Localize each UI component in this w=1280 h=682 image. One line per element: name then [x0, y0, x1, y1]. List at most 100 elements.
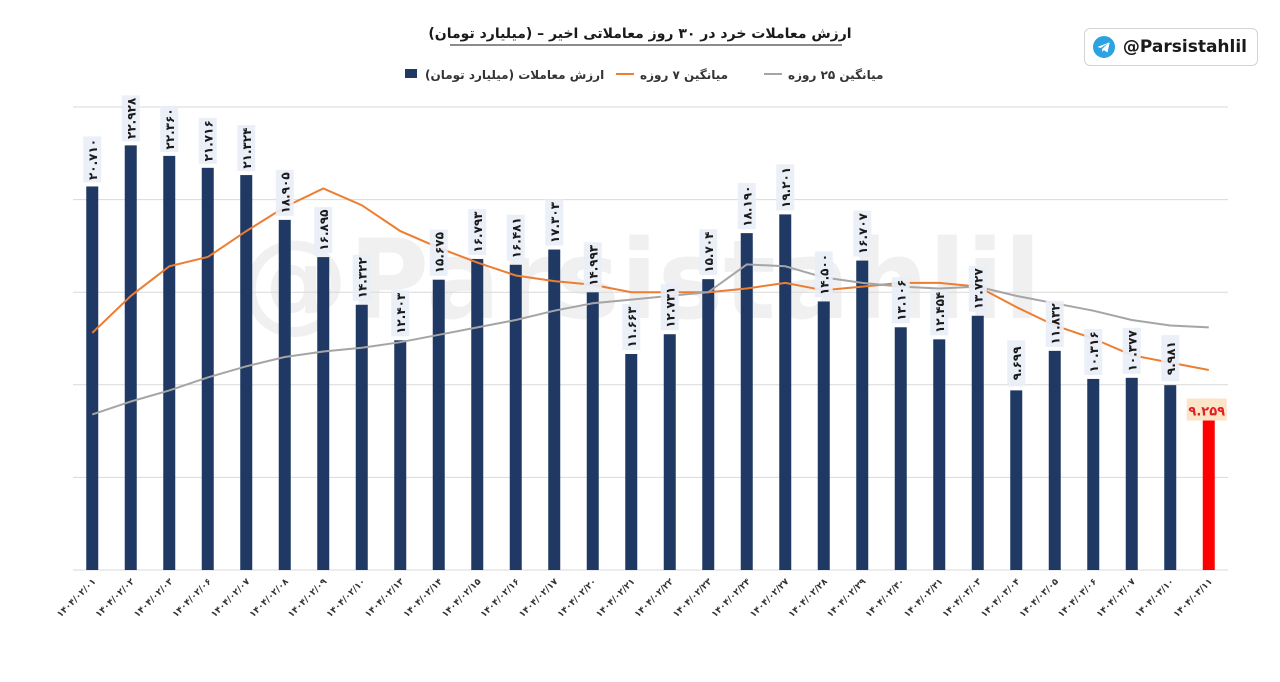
- data-label: ۱۰.۳۷۷: [1122, 327, 1141, 374]
- data-label-text: ۱۶.۸۹۵: [317, 210, 331, 251]
- x-tick-label: ۱۴۰۴/۰۲/۲۹: [826, 577, 869, 620]
- data-label-text: ۱۳.۷۲۷: [971, 268, 985, 310]
- legend-item: میانگین ۷ روزه: [616, 68, 728, 83]
- data-label-background: [429, 229, 448, 276]
- data-label-text: ۹.۲۵۹: [1188, 405, 1225, 420]
- legend: ارزش معاملات (میلیارد تومان) میانگین ۷ رو…: [405, 68, 883, 83]
- legend-label: میانگین ۲۵ روزه: [788, 68, 883, 83]
- data-label-background: [198, 117, 217, 164]
- bar: [779, 214, 792, 571]
- x-tick-label: ۱۴۰۴/۰۲/۰۱: [56, 577, 99, 620]
- data-label-text: ۱۱.۶۶۳: [625, 306, 639, 348]
- data-label-text: ۱۴.۳۲۲: [355, 256, 369, 298]
- data-label-background: [930, 289, 949, 336]
- x-tick-label: ۱۴۰۴/۰۲/۰۶: [171, 577, 214, 620]
- data-label-text: ۲۲.۹۲۸: [124, 97, 138, 139]
- data-label: ۱۸.۹۰۵: [275, 169, 294, 216]
- data-label-background: [314, 207, 333, 254]
- bar: [278, 219, 291, 570]
- data-label-text: ۱۸.۱۹۰: [740, 186, 754, 227]
- data-label-text: ۱۴.۹۹۳: [586, 244, 600, 286]
- data-label-background: [1161, 335, 1180, 382]
- bar: [702, 279, 715, 570]
- bar: [355, 304, 368, 570]
- data-label-text: ۱۱.۸۳۲: [1048, 303, 1062, 345]
- x-tick-label: ۱۴۰۴/۰۲/۲۱: [595, 577, 638, 620]
- data-label-background: [121, 95, 140, 142]
- x-tick-label: ۱۴۰۴/۰۲/۰۸: [248, 577, 291, 620]
- x-tick-label: ۱۴۰۴/۰۲/۱۰: [325, 577, 368, 620]
- bar: [894, 327, 907, 570]
- data-label-background: [737, 183, 756, 230]
- bar: [124, 145, 137, 570]
- x-tick-label: ۱۴۰۴/۰۳/۱۰: [1134, 577, 1177, 620]
- data-label-background: [583, 242, 602, 289]
- telegram-badge[interactable]: @Parsistahlil: [1083, 28, 1258, 66]
- x-tick-label: ۱۴۰۴/۰۲/۲۴: [710, 577, 753, 620]
- data-label: ۱۵.۷۰۴: [699, 229, 718, 276]
- data-label: ۱۶.۴۸۱: [506, 214, 525, 261]
- bar: [471, 258, 484, 570]
- data-label: ۲۱.۷۱۶: [198, 117, 217, 164]
- data-label-background: [83, 136, 102, 183]
- x-tick-label: ۱۴۰۴/۰۳/۱۱: [1172, 577, 1215, 620]
- data-label: ۹.۶۹۹: [1007, 340, 1026, 387]
- data-label-background: [275, 169, 294, 216]
- data-label: ۹.۲۵۹: [1186, 398, 1227, 421]
- x-tick-label: ۱۴۰۴/۰۲/۲۸: [787, 577, 830, 620]
- data-label-text: ۲۱.۷۱۶: [201, 120, 215, 161]
- bar: [817, 301, 830, 570]
- data-label-background: [622, 304, 641, 351]
- bar: [201, 167, 214, 570]
- ma25-line: [91, 263, 1209, 416]
- data-label-text: ۲۲.۳۶۰: [163, 108, 177, 149]
- data-label-text: ۲۱.۳۲۴: [240, 127, 254, 168]
- data-label: ۱۸.۱۹۰: [737, 183, 756, 230]
- data-label-text: ۱۳.۱۰۶: [894, 280, 908, 321]
- data-label-background: [891, 277, 910, 324]
- data-label-text: ۱۰.۳۱۶: [1087, 331, 1101, 372]
- x-tick-label: ۱۴۰۴/۰۳/۰۴: [980, 577, 1023, 620]
- x-tick-label: ۱۴۰۴/۰۲/۰۲: [94, 577, 137, 620]
- x-tick-label: ۱۴۰۴/۰۲/۰۹: [287, 577, 330, 620]
- bar: [1087, 378, 1100, 570]
- legend-item: میانگین ۲۵ روزه: [764, 68, 883, 83]
- bar: [1202, 398, 1215, 570]
- data-label: ۹.۹۸۱: [1161, 335, 1180, 382]
- data-label-text: ۱۲.۴۵۴: [933, 292, 947, 333]
- data-label-background: [814, 251, 833, 298]
- data-label: ۱۴.۹۹۳: [583, 242, 602, 289]
- bar: [317, 257, 330, 570]
- bar: [971, 315, 984, 570]
- bar: [163, 155, 176, 570]
- x-tick-label: ۱۴۰۴/۰۳/۰۳: [941, 577, 984, 620]
- data-label: ۱۳.۷۲۷: [968, 265, 987, 312]
- legend-swatch: [405, 69, 417, 78]
- data-label-background: [968, 265, 987, 312]
- data-label-text: ۱۶.۷۹۳: [471, 211, 485, 253]
- bar: [740, 233, 753, 570]
- x-tick-label: ۱۴۰۴/۰۳/۰۶: [1057, 577, 1100, 620]
- data-label: ۱۴.۳۲۲: [352, 254, 371, 301]
- data-label-text: ۱۰.۳۷۷: [1125, 330, 1139, 372]
- telegram-icon: [1092, 36, 1115, 58]
- data-label-background: [1045, 300, 1064, 347]
- bar: [509, 264, 522, 570]
- x-tick-label: ۱۴۰۴/۰۲/۱۴: [402, 577, 445, 620]
- legend-label: میانگین ۷ روزه: [640, 68, 728, 83]
- bar: [625, 354, 638, 570]
- data-label-text: ۱۴.۵۰۰: [817, 254, 831, 295]
- data-label-background: [506, 214, 525, 261]
- data-label-text: ۱۵.۶۷۵: [432, 232, 446, 273]
- data-label-background: [352, 254, 371, 301]
- data-label-background: [391, 290, 410, 337]
- data-label: ۱۹.۲۰۱: [776, 164, 795, 211]
- legend-item: ارزش معاملات (میلیارد تومان): [405, 68, 604, 83]
- x-tick-label: ۱۴۰۴/۰۲/۰۳: [133, 577, 176, 620]
- data-label-background: [237, 125, 256, 172]
- x-tick-label: ۱۴۰۴/۰۲/۱۶: [479, 577, 522, 620]
- chart-title: ارزش معاملات خرد در ۳۰ روز معاملاتی اخیر…: [428, 26, 851, 42]
- x-tick-label: ۱۴۰۴/۰۲/۰۷: [210, 577, 253, 620]
- legend-label: ارزش معاملات (میلیارد تومان): [425, 68, 604, 83]
